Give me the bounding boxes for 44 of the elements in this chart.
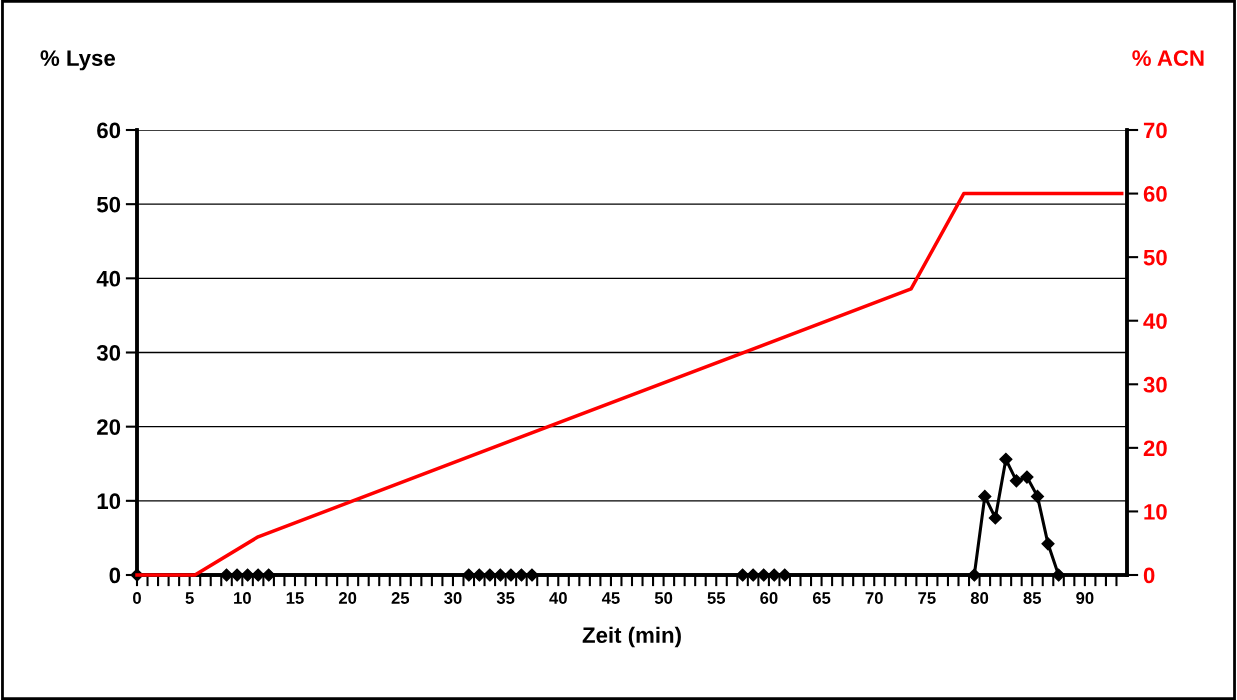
x-tick-label: 50 <box>654 592 673 604</box>
x-tick-label: 40 <box>549 592 567 604</box>
x-tick-label: 25 <box>391 592 410 604</box>
point <box>978 489 992 503</box>
y-tick-label: 30 <box>96 345 121 361</box>
x-axis-title: Zeit (min) <box>582 626 681 648</box>
point <box>1041 537 1055 551</box>
y-tick-label: 0 <box>109 567 121 584</box>
x-tick-label: 70 <box>865 592 883 604</box>
x-tick-label: 20 <box>338 592 357 604</box>
y2-tick-label: 70 <box>1143 122 1167 139</box>
point <box>1009 474 1024 488</box>
x-tick-label: 45 <box>601 592 620 604</box>
x-tick-label: 80 <box>970 592 989 604</box>
y-tick-label: 60 <box>97 122 121 139</box>
x-tick-label: 85 <box>1023 592 1042 604</box>
x-tick-label: 0 <box>133 592 141 604</box>
x-tick-label: 10 <box>234 592 251 604</box>
y2-tick-label: 60 <box>1143 186 1167 202</box>
y-tick-label: 40 <box>96 270 121 287</box>
x-tick-label: 75 <box>918 592 936 604</box>
x-tick-label: 55 <box>707 592 726 604</box>
y2-tick-label: 30 <box>1143 376 1167 393</box>
y2-axis-title: % ACN <box>1132 50 1204 66</box>
x-tick-label: 60 <box>760 592 778 604</box>
y2-tick-label: 40 <box>1143 313 1167 329</box>
x-tick-label: 15 <box>286 592 304 604</box>
y2-tick-label: 10 <box>1144 503 1167 520</box>
x-tick-label: 65 <box>812 592 831 604</box>
y-axis-title: % Lyse <box>40 50 115 71</box>
point <box>988 511 1002 525</box>
y2-tick-label: 20 <box>1143 440 1167 457</box>
point <box>1020 470 1034 484</box>
point <box>1030 489 1045 503</box>
y-tick-label: 50 <box>97 196 121 213</box>
y-tick-label: 10 <box>97 493 121 510</box>
point <box>999 452 1013 466</box>
x-tick-label: 5 <box>185 592 194 604</box>
x-tick-label: 35 <box>496 592 515 604</box>
y2-tick-label: 50 <box>1143 249 1167 266</box>
x-tick-label: 30 <box>444 592 462 604</box>
y2-tick-label: 0 <box>1143 567 1155 584</box>
x-tick-label: 90 <box>1076 592 1094 604</box>
y-tick-label: 20 <box>97 419 121 435</box>
